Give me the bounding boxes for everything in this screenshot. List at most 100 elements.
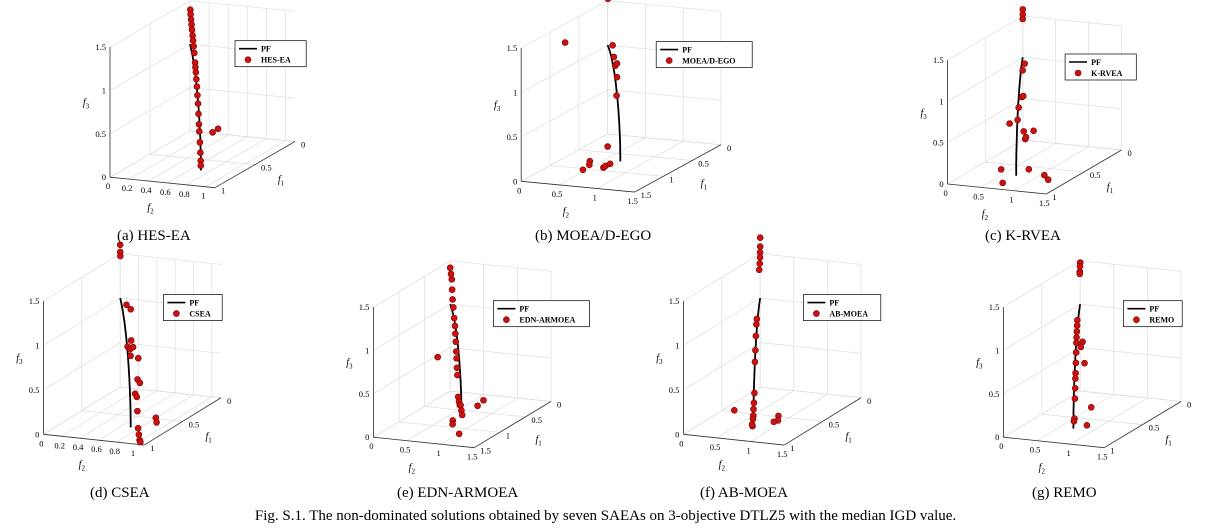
f3-tick-label: 1 (35, 340, 39, 350)
f1-axis-label-base: f (278, 175, 282, 186)
solution-point (446, 264, 454, 272)
solution-point (129, 343, 137, 351)
solution-point (770, 418, 778, 426)
legend-remo: PF REMO (1123, 300, 1183, 328)
solution-point (195, 128, 203, 135)
f3-axis-label-sub: 3 (86, 103, 90, 111)
f3-tick-label: 0 (102, 172, 106, 182)
f3-axis-label-base: f (83, 98, 87, 109)
solution-point (127, 305, 135, 313)
solution-point (190, 42, 198, 50)
f1-axis-label-base: f (701, 178, 705, 189)
f3-axis-label-base: f (346, 358, 350, 369)
f1-tick-label: 1 (150, 443, 154, 453)
f1-tick-label: 0 (557, 400, 561, 410)
f1-tick-label: 0 (301, 140, 305, 150)
solution-point (610, 53, 618, 61)
gridline (760, 342, 862, 354)
f3-axis-label-base: f (494, 100, 498, 111)
chart-edn-armoea: 00.511.50 0.5 1 1.500.511.5f3f2f1PFEDN-ARMO… (346, 260, 590, 476)
gridline (189, 130, 296, 142)
f2-axis-label-base: f (563, 207, 567, 218)
solution-point (452, 330, 459, 337)
gridline (1022, 15, 1122, 27)
f3-axis-label-sub: 3 (497, 105, 501, 113)
solution-point (194, 100, 202, 107)
f2-tick-label: 0.2 (54, 440, 65, 450)
gridline (980, 143, 1056, 188)
f2-axis-label-sub: 2 (985, 214, 989, 222)
legend-hes-ea: PF HES-EA (234, 40, 307, 68)
solution-point (1019, 67, 1027, 74)
gridline (578, 149, 693, 161)
gridline (373, 390, 451, 438)
axis-lines-csea (43, 301, 222, 446)
legend-ab-moea: PF AB-MOEA (803, 294, 882, 321)
f2-axis-label: f2 (719, 460, 726, 473)
f1-axis-label-sub: 1 (538, 440, 542, 448)
f2-axis-label-sub: 2 (1041, 467, 1045, 475)
solution-point (1072, 369, 1079, 377)
solution-point (193, 83, 201, 90)
solution-point (1076, 262, 1084, 270)
gridline (607, 133, 722, 146)
f2-tick-label: 0.5 (1030, 445, 1041, 455)
tick-labels-moea-d-ego: 0 0.5 1 1.5 0 0.5 1 1.5 0 0.5 1 1.5 (507, 43, 732, 206)
solution-point (1083, 422, 1091, 429)
gridline (205, 140, 286, 188)
solution-point (613, 92, 620, 99)
f3-axis-label-sub: 3 (923, 113, 927, 121)
axis-line (683, 433, 785, 446)
f1-tick-label: 0 (1128, 148, 1132, 158)
solution-point (1044, 176, 1052, 184)
solution-point (613, 73, 621, 81)
gridline (760, 253, 862, 265)
f3-tick-label: 0 (675, 429, 679, 439)
solution-point (752, 346, 759, 354)
f3-tick-label: 1 (102, 85, 106, 95)
f2-axis-label-base: f (982, 209, 986, 220)
solution-point (455, 430, 463, 438)
pf-curve-remo (1072, 304, 1082, 429)
f2-tick-label: 0.5 (710, 442, 721, 452)
f2-tick-label: 1 (1066, 448, 1070, 458)
f3-axis-label: f3 (976, 358, 983, 371)
gridline (607, 89, 722, 101)
gridline (750, 393, 828, 442)
legend-point-swatch (1074, 69, 1082, 77)
pf-curve-k-rvea (1015, 57, 1024, 176)
f2-axis-label: f2 (79, 460, 86, 473)
solution-point (189, 37, 197, 44)
points-k-rvea (997, 6, 1052, 187)
solution-point (1077, 343, 1085, 351)
solution-point (1006, 120, 1013, 127)
gridline (1022, 139, 1122, 151)
tick-labels-edn-armoea: 0 0.5 1 1.5 0 0.5 1 1.5 0 0.5 1 1.5 (359, 302, 561, 462)
f3-tick-label: 1 (675, 340, 679, 350)
gridline (947, 139, 1023, 185)
f3-tick-label: 0 (35, 429, 39, 439)
f3-axis-label-base: f (920, 108, 924, 119)
legend-point-swatch (503, 316, 510, 324)
solution-point (195, 110, 202, 118)
solution-point (137, 438, 144, 446)
solution-point (1073, 328, 1081, 335)
f1-axis-label: f1 (1107, 182, 1114, 195)
f2-tick-label: 1.5 (1097, 452, 1108, 462)
f1-tick-label: 1.5 (641, 190, 652, 200)
solution-point (1074, 316, 1081, 324)
f3-tick-label: 1 (365, 345, 369, 355)
f3-tick-label: 0 (365, 432, 369, 442)
solution-point (753, 321, 760, 328)
f3-axis-label-sub: 3 (19, 358, 23, 366)
f3-tick-label: 0 (995, 432, 999, 442)
grid-ab-moea (683, 253, 862, 446)
f1-axis-label: f1 (701, 178, 708, 191)
grid-moea-d-ego (520, 0, 722, 193)
solution-point (1020, 128, 1028, 135)
